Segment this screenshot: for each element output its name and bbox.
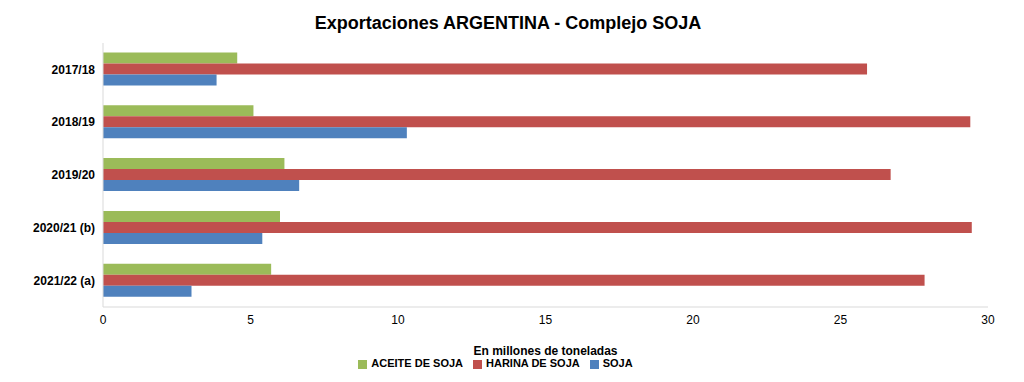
html-text:SOJA: SOJA [602, 357, 633, 369]
html-text:Exportaciones ARGENTINA - Comp: Exportaciones ARGENTINA - Complejo SOJA [314, 13, 702, 33]
svg-text:10: 10 [391, 313, 405, 327]
svg-text:2017/18: 2017/18 [52, 63, 96, 77]
svg-text:20: 20 [686, 313, 700, 327]
svg-text:5: 5 [247, 313, 254, 327]
svg-text:30: 30 [981, 313, 995, 327]
svg-text:2021/22 (a): 2021/22 (a) [34, 274, 95, 288]
svg-text:2020/21 (b): 2020/21 (b) [33, 221, 95, 235]
svg-text:En millones de toneladas: En millones de toneladas [473, 344, 617, 358]
svg-text:25: 25 [834, 313, 848, 327]
svg-text:2018/19: 2018/19 [52, 115, 96, 129]
svg-text:2019/20: 2019/20 [52, 168, 96, 182]
svg-text:15: 15 [539, 313, 553, 327]
html-text:HARINA DE SOJA: HARINA DE SOJA [486, 357, 580, 369]
html-text:ACEITE DE SOJA: ACEITE DE SOJA [371, 357, 463, 369]
svg-text:0: 0 [100, 313, 107, 327]
